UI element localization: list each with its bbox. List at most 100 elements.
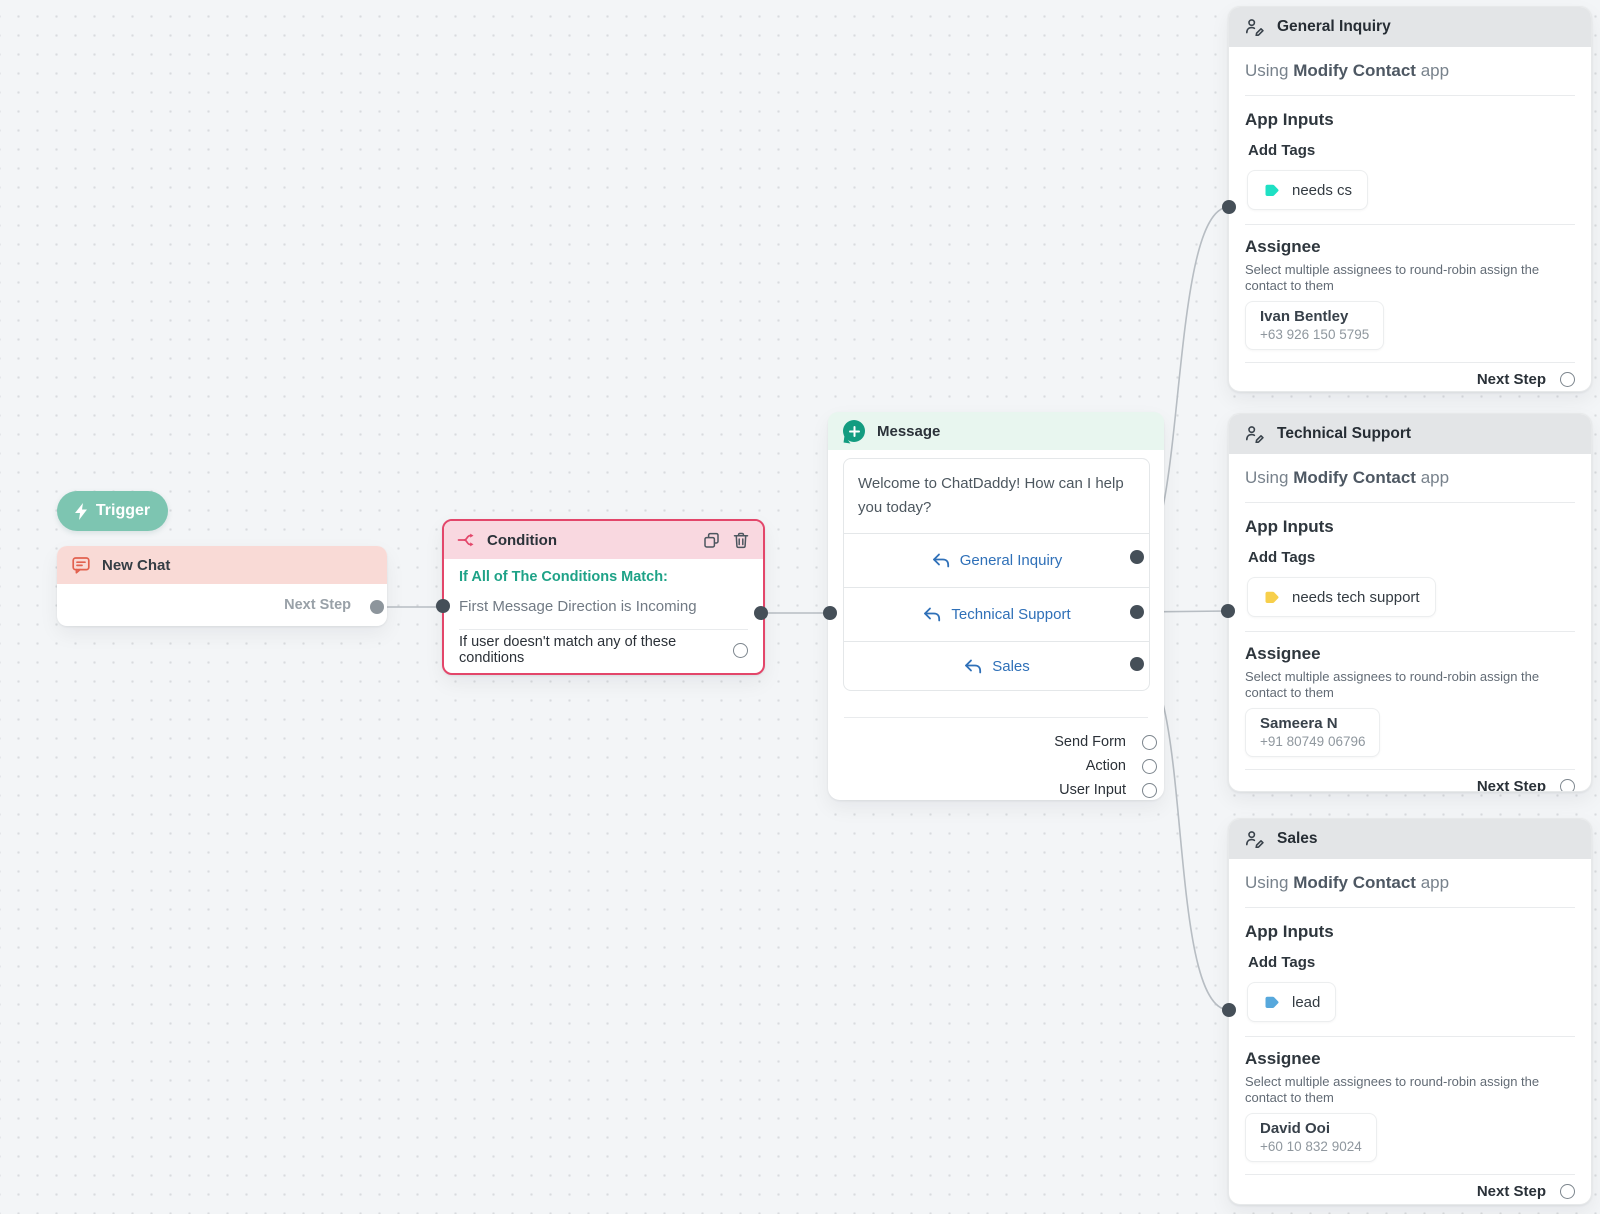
assignee-name: Sameera N xyxy=(1260,715,1338,732)
person-edit-icon xyxy=(1245,830,1265,848)
message-title: Message xyxy=(877,422,941,440)
chat-bubble-icon xyxy=(71,555,91,575)
assignee-chip[interactable]: David Ooi +60 10 832 9024 xyxy=(1245,1113,1377,1162)
card-header: Technical Support xyxy=(1229,414,1591,454)
divider xyxy=(1245,362,1575,363)
port-sales-card-input[interactable] xyxy=(1222,1003,1236,1017)
add-tags-heading: Add Tags xyxy=(1248,954,1316,971)
divider xyxy=(1245,1174,1575,1175)
condition-node[interactable]: Condition If All of The Conditions Match… xyxy=(442,519,765,675)
message-text[interactable]: Welcome to ChatDaddy! How can I help you… xyxy=(858,475,1124,516)
tag-label: lead xyxy=(1292,993,1321,1011)
message-button-label: Sales xyxy=(992,657,1030,675)
app-inputs-heading: App Inputs xyxy=(1245,110,1334,129)
option-label: Send Form xyxy=(1054,734,1126,750)
tag-icon xyxy=(1263,994,1281,1010)
port-general-inquiry-output[interactable] xyxy=(1130,550,1144,564)
tag-chip[interactable]: needs cs xyxy=(1247,170,1369,210)
new-chat-header: New Chat xyxy=(57,546,387,584)
message-button-general-inquiry[interactable]: General Inquiry xyxy=(844,533,1149,587)
person-edit-icon xyxy=(1245,425,1265,443)
card-title: General Inquiry xyxy=(1277,18,1391,35)
reply-arrow-icon xyxy=(963,658,983,675)
next-step-port[interactable] xyxy=(1560,372,1575,387)
condition-title: Condition xyxy=(487,531,557,549)
tag-label: needs tech support xyxy=(1292,588,1420,606)
port-newchat-output[interactable] xyxy=(370,600,384,614)
lightning-icon xyxy=(74,502,88,520)
condition-match-heading: If All of The Conditions Match: xyxy=(459,569,668,585)
assignee-phone: +60 10 832 9024 xyxy=(1260,1139,1362,1154)
send-form-port[interactable] xyxy=(1142,734,1157,750)
port-technical-support-card-input[interactable] xyxy=(1221,604,1235,618)
message-button-label: General Inquiry xyxy=(959,552,1063,569)
message-option-send-form[interactable]: Send Form xyxy=(828,730,1164,754)
next-step-row: Next Step xyxy=(1245,1183,1575,1200)
modify-contact-node-sales[interactable]: Sales Using Modify Contact app App Input… xyxy=(1228,818,1592,1205)
card-using-app: Using Modify Contact app xyxy=(1245,61,1450,80)
message-button-label: Technical Support xyxy=(951,606,1071,623)
divider xyxy=(1245,502,1575,503)
divider xyxy=(1245,95,1575,96)
message-option-action[interactable]: Action xyxy=(828,754,1164,778)
app-inputs-heading: App Inputs xyxy=(1245,922,1334,941)
next-step-row: Next Step xyxy=(1245,778,1575,791)
condition-header: Condition xyxy=(444,521,763,559)
port-technical-support-output[interactable] xyxy=(1130,605,1144,619)
assignee-chip[interactable]: Sameera N +91 80749 06796 xyxy=(1245,708,1381,757)
action-port[interactable] xyxy=(1142,758,1157,774)
app-inputs-heading: App Inputs xyxy=(1245,517,1334,536)
card-using-app: Using Modify Contact app xyxy=(1245,873,1450,892)
card-title: Sales xyxy=(1277,830,1318,847)
tag-icon xyxy=(1263,589,1281,605)
next-step-label: Next Step xyxy=(1476,1183,1546,1200)
port-sales-output[interactable] xyxy=(1130,657,1144,671)
assignee-help-text: Select multiple assignees to round-robin… xyxy=(1245,262,1540,293)
modify-contact-node-technical-support[interactable]: Technical Support Using Modify Contact a… xyxy=(1228,413,1592,792)
next-step-label: Next Step xyxy=(1476,371,1546,388)
new-chat-node[interactable]: New Chat Next Step xyxy=(57,546,387,626)
divider xyxy=(1245,1036,1575,1037)
card-header: Sales xyxy=(1229,819,1591,859)
port-condition-output[interactable] xyxy=(754,606,768,620)
copy-icon[interactable] xyxy=(702,531,721,550)
card-title: Technical Support xyxy=(1277,425,1412,442)
divider xyxy=(844,717,1148,718)
message-node[interactable]: Message Welcome to ChatDaddy! How can I … xyxy=(828,412,1164,800)
tag-icon xyxy=(1263,182,1281,198)
condition-rule[interactable]: First Message Direction is Incoming xyxy=(459,598,697,615)
trash-icon[interactable] xyxy=(732,531,750,550)
assignee-name: Ivan Bentley xyxy=(1260,308,1349,325)
person-edit-icon xyxy=(1245,18,1265,36)
next-step-port[interactable] xyxy=(1560,779,1575,791)
assignee-help-text: Select multiple assignees to round-robin… xyxy=(1245,669,1540,700)
branch-split-icon xyxy=(457,531,476,549)
condition-else-row: If user doesn't match any of these condi… xyxy=(444,630,763,670)
port-general-inquiry-card-input[interactable] xyxy=(1222,200,1236,214)
message-option-user-input[interactable]: User Input xyxy=(828,778,1164,802)
tag-chip[interactable]: needs tech support xyxy=(1247,577,1436,617)
port-condition-input[interactable] xyxy=(436,599,450,613)
reply-arrow-icon xyxy=(922,606,942,623)
reply-arrow-icon xyxy=(931,552,951,569)
message-content-box: Welcome to ChatDaddy! How can I help you… xyxy=(843,458,1150,691)
message-button-sales[interactable]: Sales xyxy=(844,641,1149,690)
condition-else-label: If user doesn't match any of these condi… xyxy=(459,634,677,666)
user-input-port[interactable] xyxy=(1142,782,1157,798)
condition-else-port[interactable] xyxy=(733,642,748,658)
assignee-chip[interactable]: Ivan Bentley +63 926 150 5795 xyxy=(1245,301,1385,350)
port-message-input[interactable] xyxy=(823,606,837,620)
modify-contact-node-general-inquiry[interactable]: General Inquiry Using Modify Contact app… xyxy=(1228,6,1592,392)
next-step-port[interactable] xyxy=(1560,1184,1575,1199)
assignee-phone: +63 926 150 5795 xyxy=(1260,327,1370,342)
trigger-label: Trigger xyxy=(95,502,151,519)
new-chat-title: New Chat xyxy=(102,556,171,574)
message-button-technical-support[interactable]: Technical Support xyxy=(844,587,1149,641)
assignee-heading: Assignee xyxy=(1245,237,1321,256)
option-label: Action xyxy=(1085,758,1126,774)
trigger-node[interactable]: Trigger xyxy=(57,491,168,531)
divider xyxy=(1245,631,1575,632)
assignee-help-text: Select multiple assignees to round-robin… xyxy=(1245,1074,1540,1105)
tag-chip[interactable]: lead xyxy=(1247,982,1337,1022)
